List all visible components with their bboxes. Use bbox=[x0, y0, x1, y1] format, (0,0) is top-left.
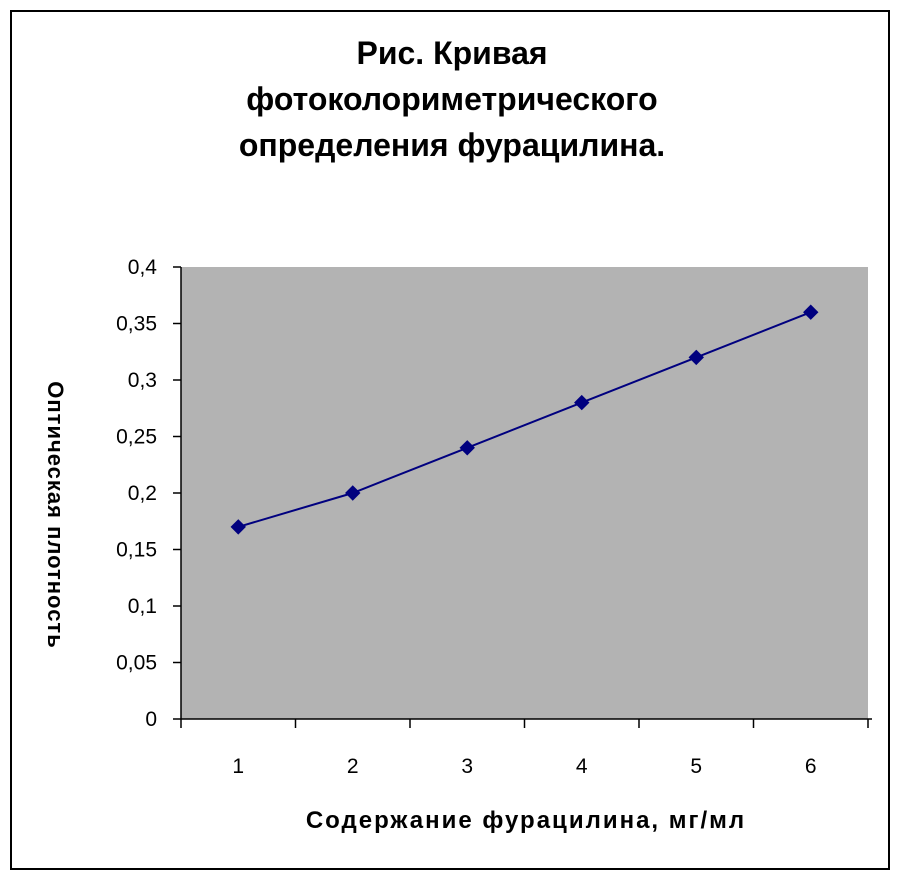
data-point bbox=[574, 394, 590, 411]
y-tick-label: 0 bbox=[145, 708, 157, 731]
y-axis: 0 0,05 0,1 0,15 0,2 0,25 0,3 0,35 0,4 bbox=[116, 256, 182, 731]
y-tick-label: 0,25 bbox=[116, 426, 157, 449]
plot-area bbox=[181, 267, 868, 719]
series-line bbox=[237, 311, 812, 528]
x-tick-label: 5 bbox=[690, 755, 702, 778]
x-axis: 1 2 3 4 5 6 bbox=[180, 718, 872, 778]
chart-title-line-1: Рис. Кривая bbox=[356, 35, 548, 71]
y-tick-label: 0,2 bbox=[128, 482, 157, 505]
series-layer bbox=[230, 304, 819, 535]
x-tick-label: 6 bbox=[805, 755, 817, 778]
x-tick-label: 3 bbox=[461, 755, 473, 778]
x-tick-label: 4 bbox=[576, 755, 588, 778]
x-tick-label: 2 bbox=[347, 755, 359, 778]
y-tick-label: 0,35 bbox=[116, 313, 157, 336]
chart-title: Рис. Кривая фотоколориметрического опред… bbox=[0, 30, 904, 168]
y-tick-label: 0,4 bbox=[128, 256, 158, 279]
data-point bbox=[688, 349, 704, 366]
y-axis-label: Оптическая плотность bbox=[43, 381, 68, 648]
y-tick-label: 0,3 bbox=[128, 369, 157, 392]
data-point bbox=[459, 440, 475, 456]
x-tick-label: 1 bbox=[232, 755, 244, 778]
data-point bbox=[345, 485, 361, 501]
y-tick-label: 0,05 bbox=[116, 652, 157, 675]
y-tick-label: 0,1 bbox=[128, 595, 157, 618]
chart-title-line-2: фотоколориметрического bbox=[246, 81, 658, 117]
data-point bbox=[803, 304, 819, 320]
data-point bbox=[230, 519, 246, 535]
x-axis-label: Содержание фурацилина, мг/мл bbox=[306, 807, 746, 834]
chart-title-line-3: определения фурацилина. bbox=[238, 127, 666, 163]
y-tick-label: 0,15 bbox=[116, 539, 157, 562]
